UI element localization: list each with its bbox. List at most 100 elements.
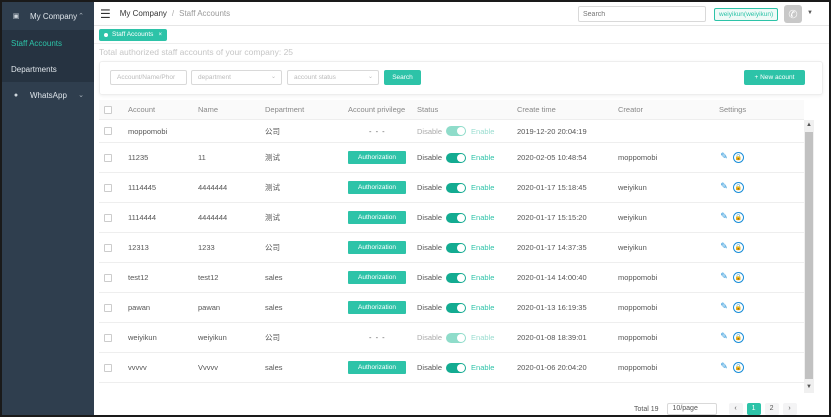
edit-icon[interactable]: ✎ [720,361,728,372]
settings-cell: ✎ 🔒 [715,302,804,314]
enable-label: Enable [471,333,495,342]
caret-down-icon[interactable]: ▼ [807,10,813,16]
authorization-button[interactable]: Authorization [348,211,406,224]
page-size-select[interactable]: 10/page [666,403,717,415]
sidebar-item-staff-accounts[interactable]: Staff Accounts [2,30,94,56]
account-name-phone-input[interactable]: Account/Name/Phor [110,70,187,85]
creator-cell: moppomobi [618,153,658,162]
status-cell: Disable Enable [413,242,513,253]
page-2-button[interactable]: 2 [764,403,779,415]
table-row: 12313 1233 公司 Authorization Disable Enable 202… [99,233,804,263]
name-cell: 4444444 [198,183,228,192]
edit-icon[interactable]: ✎ [720,241,728,252]
account-cell: weiyikun [128,333,157,342]
row-select-cell [99,363,124,372]
status-toggle[interactable] [446,362,467,373]
row-checkbox[interactable] [104,303,112,312]
active-dot-icon [104,32,108,37]
row-checkbox[interactable] [104,333,112,342]
status-cell: Disable Enable [413,332,513,343]
account-cell: 1114445 [128,183,157,192]
next-page-button[interactable]: › [782,403,797,415]
select-all-checkbox[interactable] [104,105,112,114]
breadcrumb-root[interactable]: My Company [119,9,167,18]
enable-label: Enable [471,153,495,162]
settings-cell: ✎ 🔒 [715,332,804,344]
edit-icon[interactable]: ✎ [720,211,728,222]
row-checkbox[interactable] [104,273,112,282]
row-checkbox[interactable] [104,213,112,222]
row-checkbox[interactable] [104,153,112,162]
edit-icon[interactable]: ✎ [720,181,728,192]
edit-icon[interactable]: ✎ [720,331,728,342]
chevron-up-icon: ⌃ [78,13,84,20]
account-cell: test12 [128,273,149,282]
no-privilege: - - - [369,333,386,342]
row-checkbox[interactable] [104,243,112,252]
table-row: vvvvv Vvvvv sales Authorization Disable Enabl… [99,353,804,383]
status-toggle[interactable] [446,272,467,283]
tab-staff-accounts[interactable]: Staff Accounts × [99,28,167,41]
authorization-button[interactable]: Authorization [348,271,406,284]
privilege-cell: Authorization [345,361,413,374]
account-status-select[interactable]: account status ⌄ [287,70,379,85]
prev-page-button[interactable]: ‹ [728,403,743,415]
department-cell: 测试 [265,153,280,162]
edit-icon[interactable]: ✎ [720,271,728,282]
account-cell: moppomobi [128,126,168,136]
row-checkbox[interactable] [104,127,112,135]
scroll-down-icon[interactable]: ▼ [806,384,812,390]
tab-label: Staff Accounts [112,31,154,38]
sidebar-item-label: Departments [11,64,57,74]
authorization-button[interactable]: Authorization [348,361,406,374]
status-toggle[interactable] [446,152,467,163]
lock-icon[interactable]: 🔒 [733,272,744,284]
status-toggle[interactable] [446,182,467,193]
lock-icon[interactable]: 🔒 [733,302,744,314]
sidebar-item-departments[interactable]: Departments [2,56,94,82]
search-button[interactable]: Search [384,70,421,85]
status-toggle[interactable] [446,242,467,253]
status-cell: Disable Enable [413,212,513,223]
status-toggle[interactable] [446,212,467,223]
lock-icon[interactable]: 🔒 [733,152,744,164]
creator-cell: moppomobi [618,333,658,342]
account-cell: pawan [128,303,151,312]
table-scrollbar[interactable]: ▲ ▼ [804,120,814,393]
privilege-cell: Authorization [345,211,413,224]
top-bar: ☰ My Company/Staff Accounts weiyikun(wei… [94,2,829,26]
new-account-button[interactable]: + New acount [744,70,805,85]
page-1-button[interactable]: 1 [746,403,761,415]
menu-toggle-icon[interactable]: ☰ [100,6,111,21]
disable-label: Disable [417,213,443,222]
scrollbar-thumb[interactable] [805,132,813,379]
sidebar-item-whatsapp[interactable]: ● WhatsApp ⌄ [2,82,94,108]
lock-icon[interactable]: 🔒 [733,362,744,374]
department-cell: sales [265,273,283,282]
row-checkbox[interactable] [104,363,112,372]
scroll-up-icon[interactable]: ▲ [806,122,812,128]
sidebar-header[interactable]: ▣ My Company ⌃ [2,2,94,30]
lock-icon[interactable]: 🔒 [733,212,744,224]
authorization-button[interactable]: Authorization [348,151,406,164]
lock-icon[interactable]: 🔒 [733,182,744,194]
search-input[interactable] [578,6,706,22]
edit-icon[interactable]: ✎ [720,301,728,312]
create-time-cell: 2020-01-17 15:15:20 [517,213,587,222]
row-checkbox[interactable] [104,183,112,192]
authorization-button[interactable]: Authorization [348,181,406,194]
authorization-button[interactable]: Authorization [348,241,406,254]
account-cell: 1114444 [128,213,157,222]
lock-icon[interactable]: 🔒 [733,332,744,344]
close-icon[interactable]: × [158,31,162,38]
user-badge[interactable]: weiyikun(weiyikun) [714,8,779,21]
department-select[interactable]: department ⌄ [191,70,282,85]
avatar[interactable]: ✆ [784,5,802,23]
status-cell: Disable Enable [413,152,513,163]
authorization-button[interactable]: Authorization [348,301,406,314]
filter-card: Account/Name/Phor department ⌄ account s… [99,61,823,95]
status-toggle[interactable] [446,302,467,313]
lock-icon[interactable]: 🔒 [733,242,744,254]
account-cell: 11235 [128,153,149,162]
edit-icon[interactable]: ✎ [720,151,728,162]
